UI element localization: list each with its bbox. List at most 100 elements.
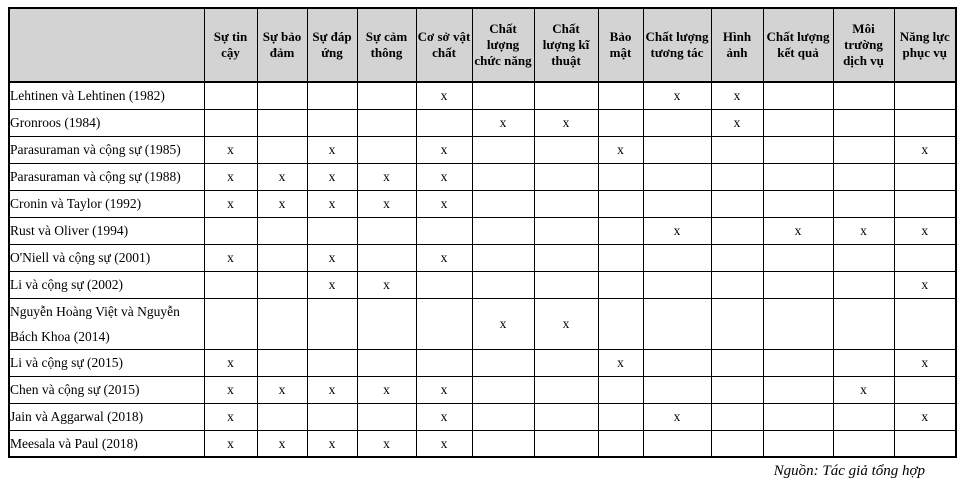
table-row: O'Niell và cộng sự (2001) x x x [8, 243, 957, 272]
mark-cell [356, 243, 417, 272]
column-header: Sự bảo đảm [256, 7, 308, 83]
author-cell: Parasuraman và cộng sự (1985) [8, 135, 205, 164]
mark-cell: x [893, 216, 957, 245]
mark-cell: x [306, 189, 358, 218]
mark-cell: x [893, 135, 957, 164]
mark-cell [832, 135, 895, 164]
mark-cell [642, 348, 712, 377]
mark-cell [256, 135, 308, 164]
mark-cell [762, 297, 834, 350]
mark-cell [762, 429, 834, 458]
mark-cell [710, 270, 764, 299]
table-row: Chen và cộng sự (2015) x x x x x x [8, 375, 957, 404]
author-cell: Jain và Aggarwal (2018) [8, 402, 205, 431]
mark-cell [306, 297, 358, 350]
mark-cell [642, 429, 712, 458]
mark-cell: x [256, 189, 308, 218]
author-cell: Meesala và Paul (2018) [8, 429, 205, 458]
mark-cell [471, 348, 535, 377]
mark-cell [832, 270, 895, 299]
mark-cell [597, 429, 644, 458]
mark-cell: x [203, 375, 258, 404]
author-cell: O'Niell và cộng sự (2001) [8, 243, 205, 272]
mark-cell [642, 297, 712, 350]
mark-cell: x [415, 243, 473, 272]
mark-cell [415, 297, 473, 350]
author-cell: Rust và Oliver (1994) [8, 216, 205, 245]
column-header: Môi trường dịch vụ [832, 7, 895, 83]
mark-cell [306, 348, 358, 377]
mark-cell [762, 135, 834, 164]
mark-cell [893, 243, 957, 272]
mark-cell [356, 348, 417, 377]
mark-cell [306, 81, 358, 110]
mark-cell [762, 243, 834, 272]
mark-cell [256, 108, 308, 137]
column-header: Chất lượng kết quả [762, 7, 834, 83]
comparison-table: Sự tin cậy Sự bảo đảm Sự đáp ứng Sự cảm thô… [8, 7, 957, 458]
mark-cell [306, 108, 358, 137]
mark-cell: x [415, 135, 473, 164]
mark-cell [710, 162, 764, 191]
mark-cell [306, 402, 358, 431]
mark-cell [762, 348, 834, 377]
author-cell: Lehtinen và Lehtinen (1982) [8, 81, 205, 110]
mark-cell [356, 135, 417, 164]
column-header: Chất lượng kĩ thuật [533, 7, 599, 83]
mark-cell [471, 375, 535, 404]
mark-cell: x [306, 270, 358, 299]
mark-cell [710, 135, 764, 164]
table-row: Lehtinen và Lehtinen (1982) x x x [8, 81, 957, 110]
mark-cell [203, 108, 258, 137]
mark-cell [597, 189, 644, 218]
mark-cell [642, 270, 712, 299]
table-row: Nguyễn Hoàng Việt và Nguyễn Bách Khoa (2… [8, 297, 957, 350]
mark-cell: x [762, 216, 834, 245]
mark-cell: x [306, 429, 358, 458]
mark-cell: x [356, 429, 417, 458]
mark-cell [893, 189, 957, 218]
table-row: Rust và Oliver (1994) x x x x [8, 216, 957, 245]
mark-cell [533, 348, 599, 377]
mark-cell [762, 402, 834, 431]
mark-cell [893, 297, 957, 350]
mark-cell [762, 189, 834, 218]
mark-cell [832, 162, 895, 191]
mark-cell [832, 297, 895, 350]
mark-cell: x [832, 375, 895, 404]
mark-cell [203, 216, 258, 245]
mark-cell [256, 81, 308, 110]
mark-cell: x [471, 297, 535, 350]
column-header: Năng lực phục vụ [893, 7, 957, 83]
mark-cell: x [306, 243, 358, 272]
mark-cell: x [256, 375, 308, 404]
author-cell: Nguyễn Hoàng Việt và Nguyễn Bách Khoa (2… [8, 297, 205, 350]
mark-cell: x [642, 216, 712, 245]
mark-cell [762, 270, 834, 299]
mark-cell [893, 162, 957, 191]
mark-cell: x [533, 108, 599, 137]
mark-cell [762, 81, 834, 110]
mark-cell [893, 108, 957, 137]
mark-cell: x [893, 402, 957, 431]
mark-cell [471, 216, 535, 245]
mark-cell [893, 429, 957, 458]
table-row: Parasuraman và cộng sự (1985) x x x x x [8, 135, 957, 164]
mark-cell [642, 108, 712, 137]
mark-cell [203, 270, 258, 299]
mark-cell [256, 297, 308, 350]
mark-cell: x [415, 375, 473, 404]
mark-cell [597, 216, 644, 245]
table-row: Jain và Aggarwal (2018) x x x x [8, 402, 957, 431]
mark-cell: x [533, 297, 599, 350]
mark-cell [533, 162, 599, 191]
mark-cell [533, 135, 599, 164]
mark-cell: x [256, 162, 308, 191]
mark-cell [832, 243, 895, 272]
mark-cell [597, 402, 644, 431]
mark-cell [203, 81, 258, 110]
mark-cell: x [203, 429, 258, 458]
table-row: Cronin và Taylor (1992) x x x x x [8, 189, 957, 218]
mark-cell: x [203, 348, 258, 377]
